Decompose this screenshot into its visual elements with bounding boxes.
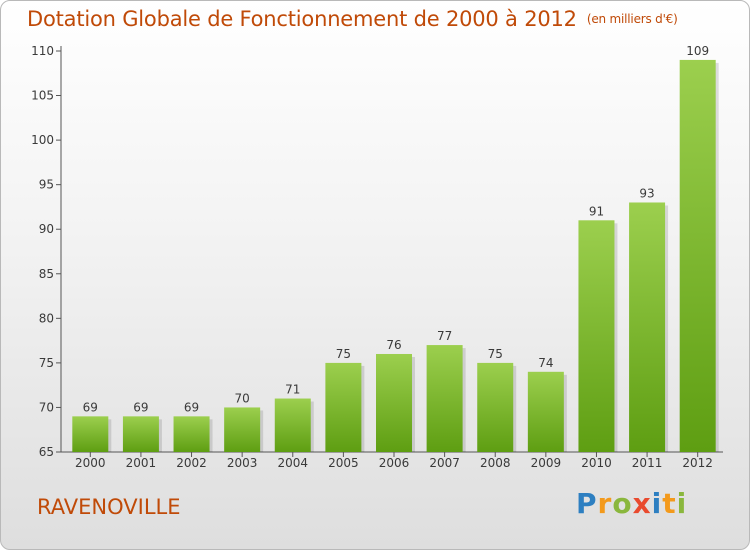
bar-2010 <box>578 220 615 452</box>
bar-2005 <box>325 362 362 452</box>
logo-letter: P <box>576 487 598 520</box>
y-tick-label: 75 <box>39 356 54 370</box>
bar-2011 <box>629 202 666 452</box>
x-tick-label: 2003 <box>227 456 258 470</box>
chart-title: Dotation Globale de Fonctionnement de 20… <box>27 7 678 31</box>
y-tick-label: 65 <box>39 445 54 459</box>
data-label: 75 <box>336 347 351 361</box>
y-tick-label: 110 <box>31 44 54 58</box>
x-tick-label: 2012 <box>682 456 713 470</box>
bar-2004 <box>274 398 311 452</box>
logo-letter: i <box>651 487 663 520</box>
bar-2001 <box>122 416 159 452</box>
x-tick-label: 2006 <box>379 456 410 470</box>
x-tick-label: 2004 <box>277 456 308 470</box>
y-tick-label: 90 <box>39 222 54 236</box>
logo-letter: x <box>632 487 652 520</box>
bar-2009 <box>527 371 564 452</box>
x-tick-label: 2009 <box>531 456 562 470</box>
data-label: 91 <box>589 204 604 218</box>
data-label: 70 <box>235 391 250 405</box>
logo-letter: t <box>662 487 677 520</box>
x-tick-label: 2011 <box>632 456 663 470</box>
y-tick-label: 70 <box>39 400 54 414</box>
x-tick-label: 2007 <box>429 456 460 470</box>
y-tick-label: 80 <box>39 311 54 325</box>
chart-subtitle: (en milliers d'€) <box>586 12 678 26</box>
data-label: 75 <box>488 347 503 361</box>
data-label: 109 <box>686 44 709 58</box>
axes: 65 70 75 80 85 90 95 100 105 110 2000 2001 2002 2003 2… <box>31 44 723 470</box>
chart-title-text: Dotation Globale de Fonctionnement de 20… <box>27 7 577 31</box>
logo-letter: o <box>612 487 633 520</box>
y-tick-label: 100 <box>31 133 54 147</box>
data-labels: 69 69 69 70 71 75 76 77 75 74 91 93 109 <box>83 44 709 414</box>
y-tick-label: 95 <box>39 178 54 192</box>
bars <box>72 59 719 453</box>
bar-2002 <box>173 416 210 452</box>
x-tick-label: 2000 <box>75 456 106 470</box>
data-label: 69 <box>83 400 98 414</box>
logo-letter: r <box>597 487 613 520</box>
data-label: 74 <box>538 356 553 370</box>
x-tick-label: 2008 <box>480 456 511 470</box>
data-label: 76 <box>386 338 401 352</box>
bar-2008 <box>477 362 514 452</box>
data-label: 71 <box>285 383 300 397</box>
x-tick-label: 2001 <box>126 456 157 470</box>
x-tick-label: 2005 <box>328 456 359 470</box>
x-tick-label: 2010 <box>581 456 612 470</box>
proxiti-logo: Proxiti <box>576 487 687 520</box>
y-tick-label: 85 <box>39 267 54 281</box>
bar-2003 <box>224 407 261 452</box>
data-label: 69 <box>184 400 199 414</box>
bar-2007 <box>426 345 463 452</box>
bar-2000 <box>72 416 109 452</box>
commune-name: RAVENOVILLE <box>37 495 181 519</box>
x-tick-label: 2002 <box>176 456 207 470</box>
y-tick-label: 105 <box>31 89 54 103</box>
bar-2006 <box>376 353 412 452</box>
data-label: 93 <box>639 186 654 200</box>
data-label: 69 <box>133 400 148 414</box>
data-label: 77 <box>437 329 452 343</box>
bar-2012 <box>679 59 716 453</box>
logo-letter: i <box>676 487 688 520</box>
